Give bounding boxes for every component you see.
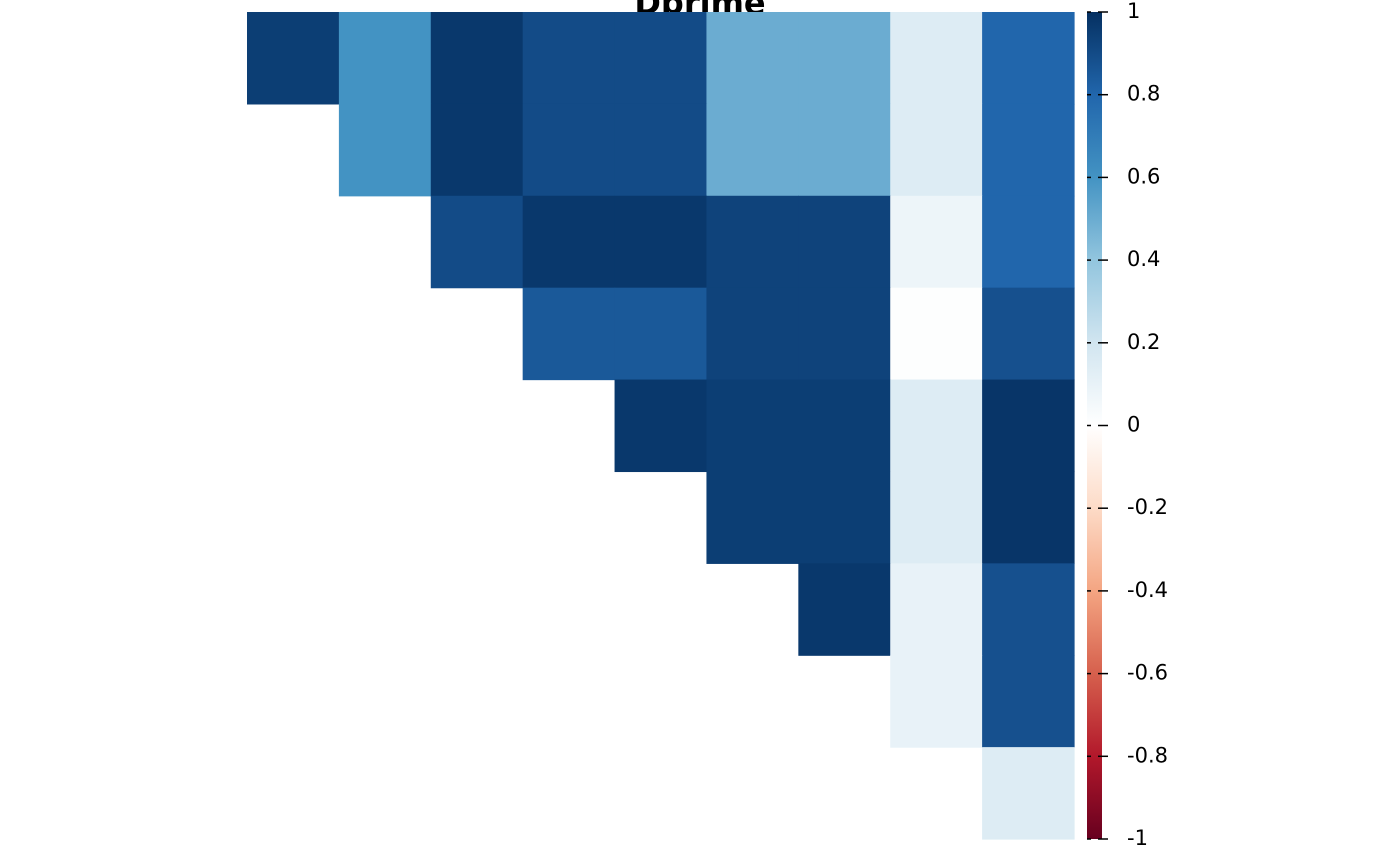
colorbar-tick-label: -1 [1127,826,1148,850]
heatmap-cell [798,379,891,473]
colorbar [1087,12,1102,839]
heatmap-cell [982,195,1075,289]
heatmap-cell [614,195,708,289]
colorbar-tick-label: -0.4 [1127,578,1168,602]
heatmap-cell [890,103,983,197]
heatmap-cell [247,12,340,105]
heatmap-cell [982,563,1075,656]
heatmap-cell [522,103,616,197]
colorbar-tick-label: 0 [1127,413,1140,437]
heatmap-cell [614,103,708,197]
heatmap-cell [890,471,983,564]
heatmap-cell [890,379,983,473]
heatmap-cell [798,471,891,564]
colorbar-tick-label: -0.2 [1127,495,1168,519]
heatmap-cell [522,195,616,289]
heatmap-cell [982,655,1075,748]
colorbar-tick-label: 1 [1127,0,1140,23]
heatmap-cell [338,103,432,197]
heatmap-cell [890,655,983,748]
heatmap-cell [982,379,1075,473]
heatmap-cell [982,287,1075,381]
heatmap-cell [706,103,799,197]
heatmap-cell [706,12,799,105]
heatmap-cell [614,12,708,105]
heatmap-cell [890,287,983,381]
heatmap-cell [798,563,891,656]
colorbar-tick-label: 0.4 [1127,247,1160,271]
heatmap-cell [430,12,524,105]
heatmap-cell [430,195,524,289]
heatmap-cell [982,103,1075,197]
heatmap-cell [430,103,524,197]
colorbar-tick-label: -0.8 [1127,743,1168,767]
colorbar-tick-label: 0.6 [1127,164,1160,188]
heatmap-cell [890,12,983,105]
heatmap-cell [798,103,891,197]
heatmap-cell [982,471,1075,564]
colorbar-tick-label: 0.8 [1127,82,1160,106]
heatmap-cell [522,287,616,381]
heatmap-cell [982,12,1075,105]
heatmap-cell [614,287,708,381]
heatmap-cell [798,195,891,289]
colorbar-tick-label: -0.6 [1127,661,1168,685]
heatmap-cell [706,379,799,473]
heatmap-cell [522,12,616,105]
colorbar-tick-label: 0.2 [1127,330,1160,354]
heatmap-cell [338,12,432,105]
heatmap-cell [706,195,799,289]
heatmap-cell [982,747,1075,840]
heatmap-cell [798,287,891,381]
heatmap-cell [798,12,891,105]
heatmap-cell [614,379,708,473]
heatmap-cell [706,471,799,564]
heatmap-cell [890,195,983,289]
heatmap-cell [706,287,799,381]
heatmap-cell [890,563,983,656]
